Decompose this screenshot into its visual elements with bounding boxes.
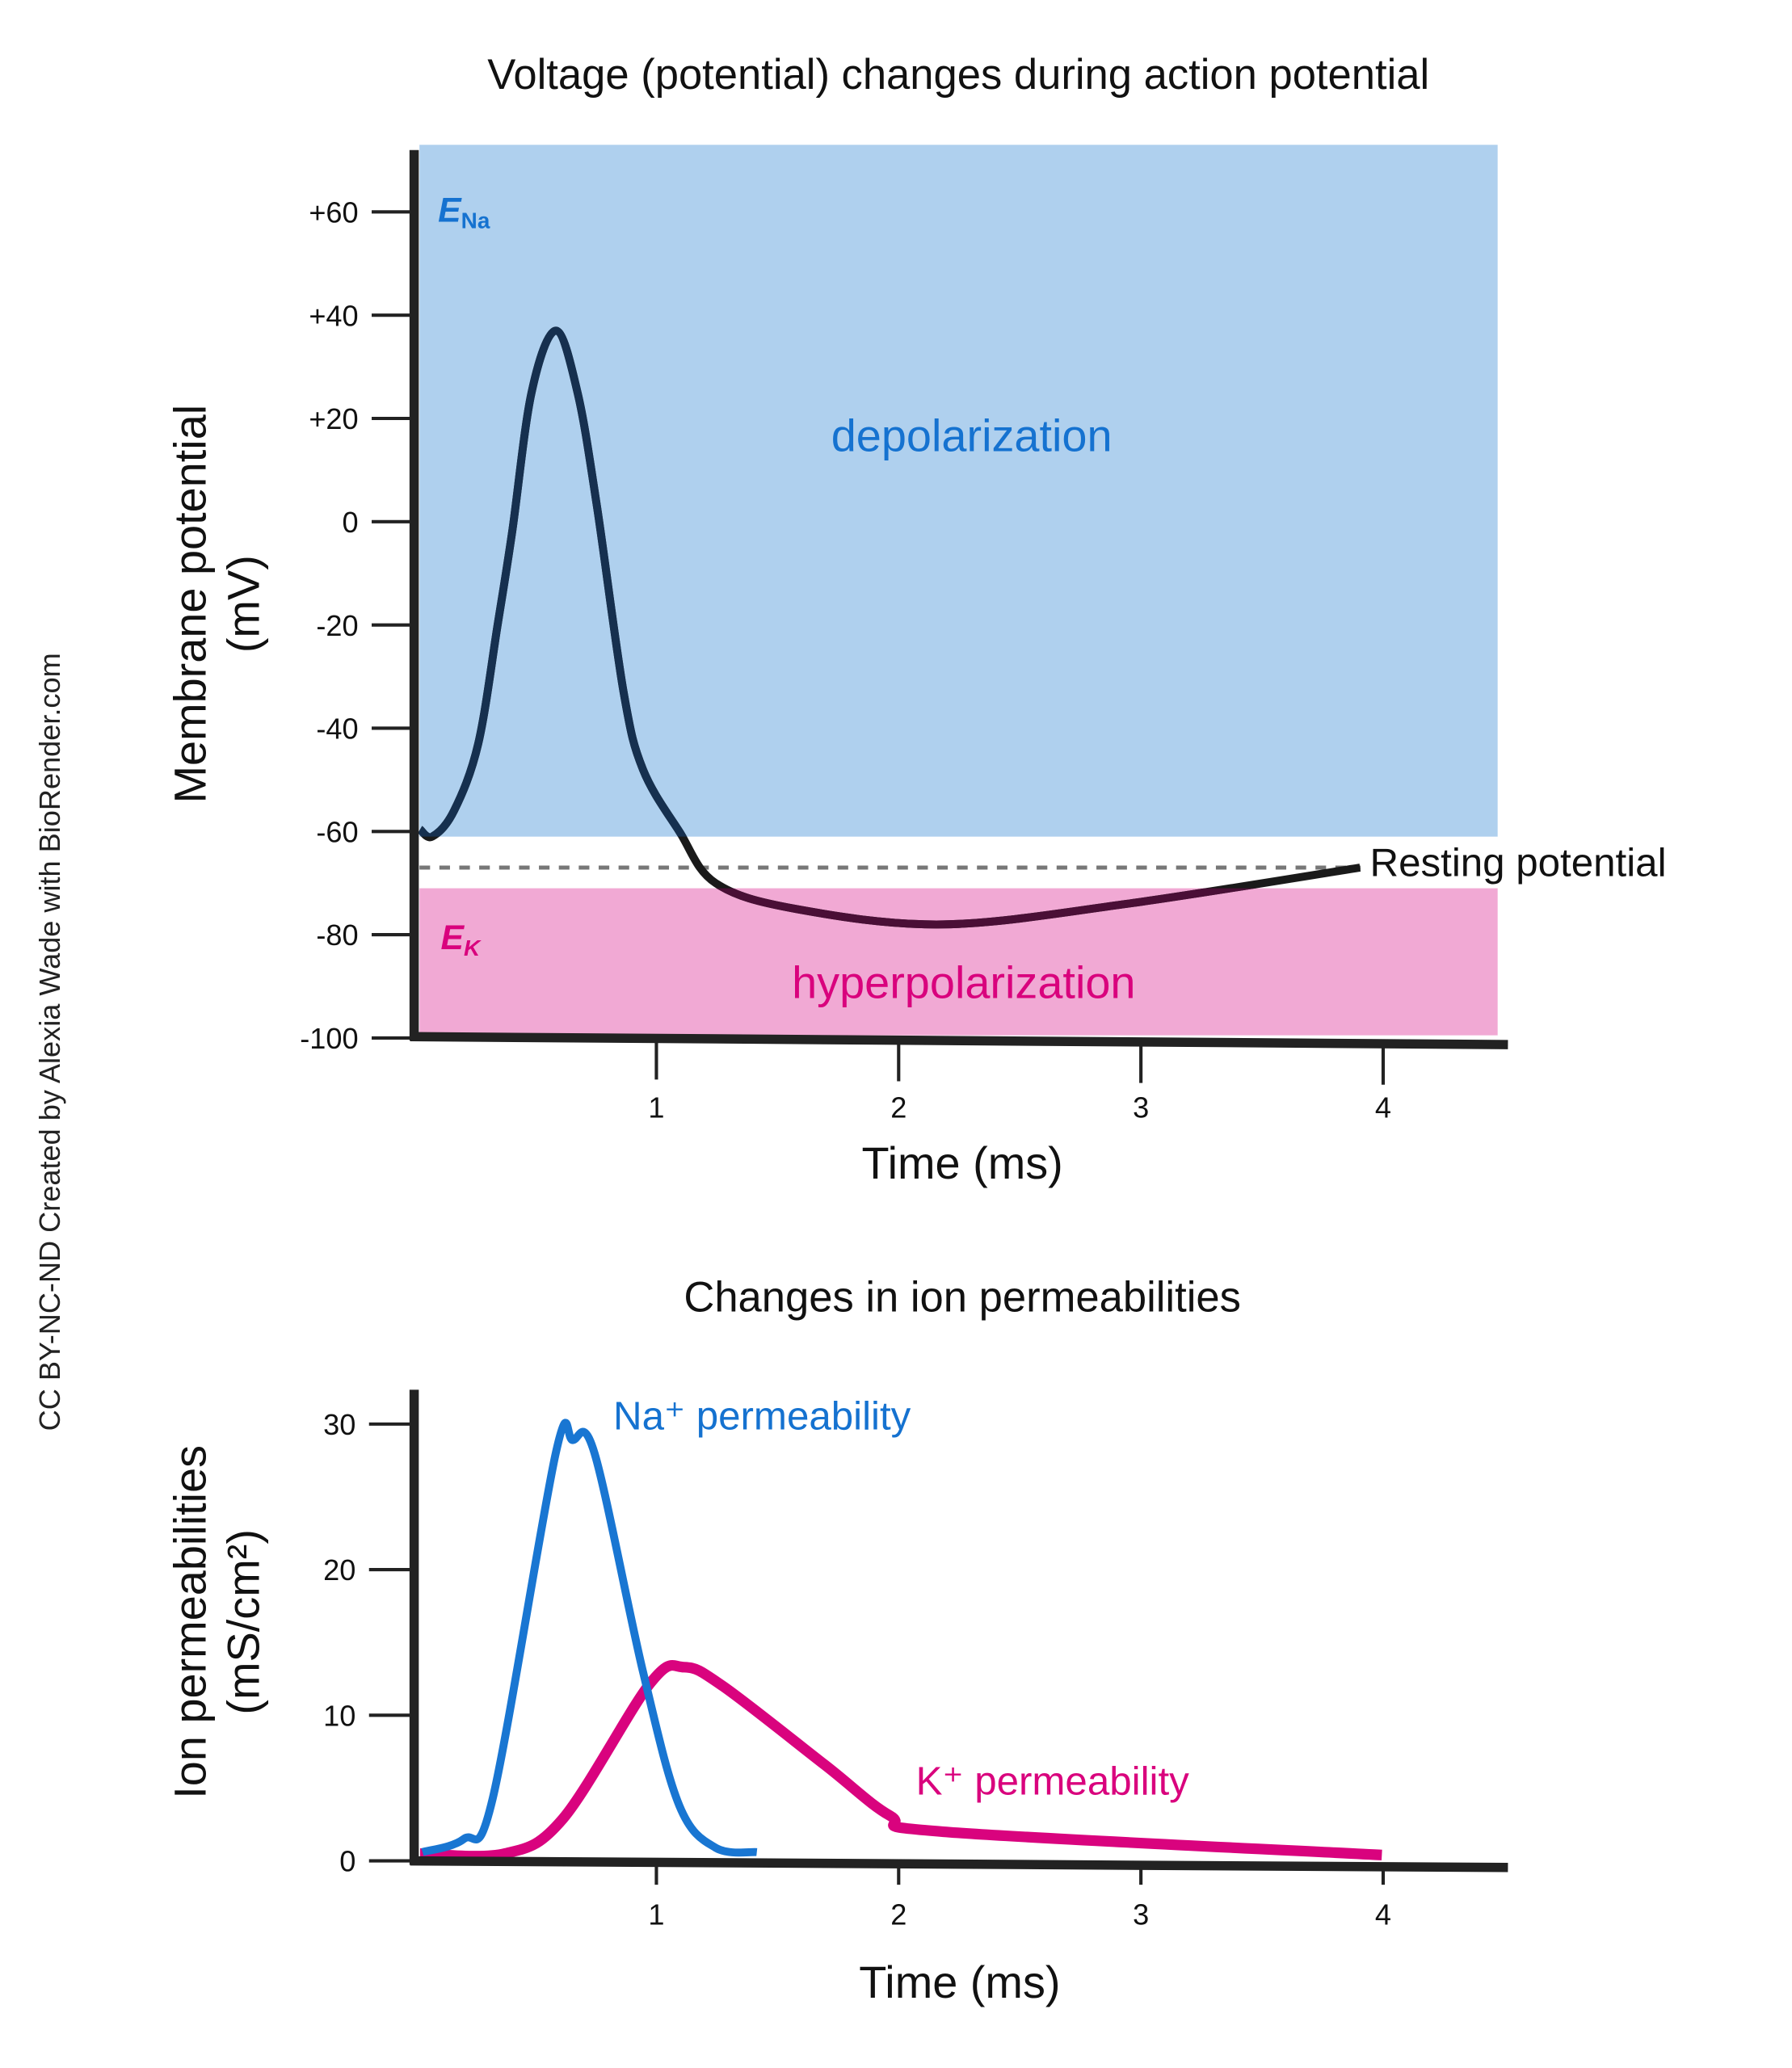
- e-k-label: EK: [440, 918, 481, 960]
- hyperpolarization-label: hyperpolarization: [792, 957, 1135, 1008]
- membrane-curve-hyperpolarized-segment: [716, 888, 1256, 929]
- chart1-x-tick-label: 1: [648, 1091, 664, 1124]
- chart1-x-axis: [410, 1032, 1508, 1049]
- membrane-curve-depolarized-segment: [417, 326, 688, 837]
- k-permeability-line: [419, 1660, 1382, 1862]
- e-na-label: ENa: [438, 191, 490, 233]
- chart2-y-tick-label: 20: [323, 1553, 355, 1587]
- depolarization-region: [419, 145, 1498, 837]
- na-permeability-line: [421, 1419, 758, 1857]
- chart1-x-tick-label: 4: [1375, 1091, 1391, 1124]
- chart1-y-tick-label: -80: [316, 918, 358, 952]
- chart2-y-label: Ion permeabilities(mS/cm²): [165, 1445, 269, 1799]
- chart2-x-label: Time (ms): [859, 1957, 1060, 2007]
- chart1-y-tick-label: +20: [309, 402, 358, 435]
- chart1-x-tick-label: 2: [890, 1091, 907, 1124]
- chart1-y-tick-label: -60: [316, 815, 358, 848]
- chart1-x-tick-label: 3: [1133, 1091, 1149, 1124]
- hyperpolarization-region: [419, 888, 1498, 1036]
- chart2-x-tick-label: 4: [1375, 1898, 1391, 1931]
- chart1-y-tick-label: -20: [316, 609, 358, 642]
- chart2-title: Changes in ion permeabilities: [684, 1273, 1241, 1321]
- resting-potential-label: Resting potential: [1370, 840, 1667, 885]
- chart2-x-axis: [410, 1856, 1508, 1873]
- chart2-x-tick-label: 3: [1133, 1898, 1149, 1931]
- ion-permeability-chart: Changes in ion permeabilities 30 20 10 0 1 2 3…: [165, 1273, 1508, 2007]
- chart1-title: Voltage (potential) changes during actio…: [487, 51, 1429, 99]
- chart1-y-tick-label: +40: [309, 299, 358, 332]
- chart1-y-tick-label: 0: [343, 506, 359, 539]
- chart1-y-tick-label: +60: [309, 195, 358, 229]
- na-permeability-label: Na⁺ permeability: [613, 1394, 911, 1439]
- chart2-y-tick-label: 30: [323, 1408, 355, 1441]
- chart2-x-tick-label: 2: [890, 1898, 907, 1931]
- chart1-y-tick-label: -40: [316, 712, 358, 746]
- chart2-y-tick-label: 0: [339, 1845, 355, 1878]
- chart1-y-label: Membrane potential(mV): [165, 405, 269, 804]
- k-permeability-label: K⁺ permeability: [916, 1759, 1190, 1803]
- depolarization-label: depolarization: [831, 410, 1113, 461]
- chart1-x-label: Time (ms): [862, 1137, 1063, 1188]
- chart1-y-tick-label: -100: [300, 1022, 358, 1055]
- membrane-potential-chart: Voltage (potential) changes during actio…: [165, 51, 1667, 1188]
- credit-text: CC BY-NC-ND Created by Alexia Wade with …: [33, 653, 66, 1431]
- chart2-x-tick-label: 1: [648, 1898, 664, 1931]
- chart2-y-tick-label: 10: [323, 1699, 355, 1732]
